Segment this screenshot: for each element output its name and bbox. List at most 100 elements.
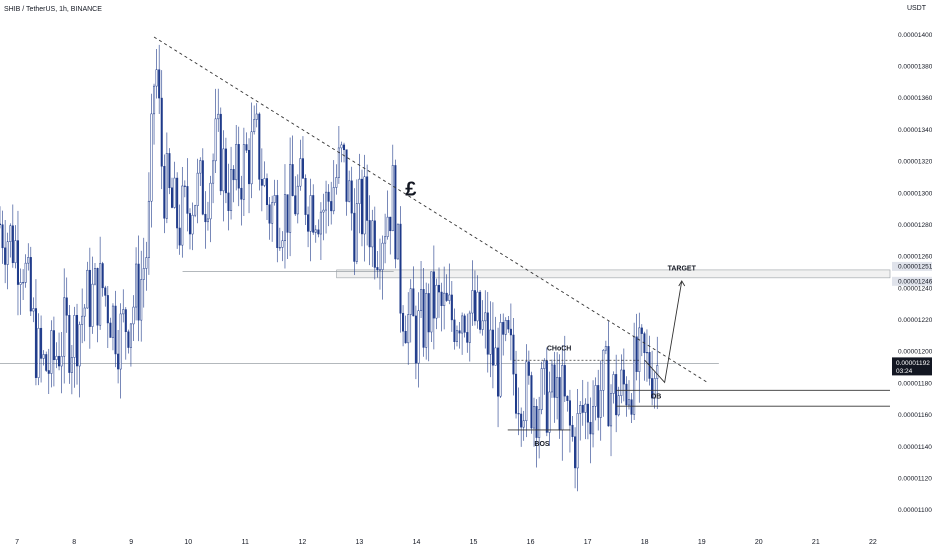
- candle-body: [142, 268, 145, 280]
- candle-body: [296, 185, 299, 215]
- y-tick-label: 0.00001360: [898, 95, 932, 102]
- annotation-ob: OB: [651, 393, 662, 400]
- candle-body: [322, 209, 325, 213]
- candle-body: [219, 113, 222, 192]
- candle-body: [165, 153, 168, 219]
- target-lower-box: 0.00001246: [892, 276, 932, 286]
- candle-body: [204, 213, 207, 223]
- candle-body: [355, 203, 358, 262]
- candle-body: [45, 354, 48, 371]
- candle-body: [6, 241, 9, 265]
- candle-body: [42, 354, 45, 359]
- candle-body: [32, 308, 35, 312]
- candle-body: [440, 291, 443, 306]
- candle-body: [301, 158, 304, 179]
- candle-body: [507, 320, 510, 330]
- candle-body: [214, 118, 217, 162]
- candle-body: [291, 164, 294, 196]
- candle-body: [294, 195, 297, 215]
- candle-body: [55, 355, 58, 361]
- candle-body: [307, 214, 310, 232]
- candle-body: [106, 295, 109, 324]
- candle-body: [209, 182, 212, 220]
- candle-body: [255, 113, 258, 120]
- candle-body: [342, 144, 346, 150]
- candle-body: [11, 225, 14, 264]
- candle-body: [88, 269, 91, 327]
- candle-body: [91, 283, 94, 327]
- candle-body: [65, 297, 68, 316]
- candle-body: [58, 355, 61, 367]
- candle-body: [509, 328, 512, 336]
- candle-body: [47, 370, 50, 374]
- candle-body: [286, 194, 289, 233]
- candle-body: [86, 269, 89, 309]
- candle-body: [378, 269, 381, 271]
- candle-body: [268, 204, 271, 224]
- candle-body: [137, 263, 140, 321]
- candle-body: [68, 315, 71, 373]
- candle-body: [427, 293, 430, 333]
- candle-body: [550, 364, 553, 393]
- y-tick-label: 0.00001340: [898, 127, 932, 134]
- candle-body: [448, 294, 451, 301]
- candle-body: [640, 327, 643, 334]
- candle-body: [576, 413, 579, 469]
- candle-body: [651, 378, 654, 399]
- candle-body: [99, 263, 102, 326]
- candle-body: [486, 312, 489, 355]
- x-tick-label: 14: [413, 539, 421, 546]
- x-tick-label: 11: [242, 539, 249, 546]
- y-tick-label: 0.00001280: [898, 222, 932, 229]
- y-tick-label: 0.00001180: [898, 380, 932, 387]
- candle-body: [283, 194, 286, 241]
- candle-body: [481, 320, 484, 330]
- candle-body: [153, 85, 156, 115]
- candle-body: [22, 282, 25, 284]
- target-lower-value: 0.00001246: [898, 278, 932, 285]
- candle-body: [117, 353, 120, 370]
- y-tick-label: 0.00001220: [898, 317, 932, 324]
- candle-body: [196, 172, 199, 206]
- y-tick-label: 0.00001380: [898, 64, 932, 71]
- candle-body: [489, 329, 492, 355]
- x-tick-label: 17: [584, 539, 592, 546]
- candle-body: [163, 165, 166, 219]
- candle-body: [381, 242, 384, 270]
- candle-body: [622, 369, 625, 385]
- candle-body: [119, 313, 122, 370]
- candle-body: [176, 177, 179, 229]
- candle-body: [579, 405, 582, 414]
- trendline: [153, 36, 708, 383]
- candle-body: [104, 287, 107, 296]
- candle-body: [535, 406, 538, 438]
- candle-body: [592, 406, 595, 435]
- candle-body: [515, 373, 518, 414]
- candle-body: [170, 187, 174, 208]
- projection-path: [644, 280, 683, 384]
- candle-body: [1, 224, 4, 249]
- candle-body: [589, 421, 592, 435]
- candle-body: [653, 378, 656, 399]
- candle-body: [60, 355, 63, 367]
- candle-body: [430, 271, 433, 333]
- candle-body: [16, 240, 19, 285]
- candle-body: [325, 191, 328, 211]
- candle-body: [273, 195, 276, 203]
- candle-body: [63, 297, 66, 357]
- candle-body: [404, 330, 407, 344]
- candle-body: [168, 153, 171, 189]
- candle-body: [109, 322, 112, 338]
- candle-body: [40, 327, 43, 359]
- candle-body: [93, 268, 97, 285]
- candle-body: [512, 334, 515, 375]
- candle-body: [222, 148, 225, 192]
- current-price-countdown: 03:24: [896, 368, 913, 375]
- candle-body: [420, 289, 423, 311]
- candle-body: [604, 346, 607, 351]
- candle-body: [111, 305, 114, 338]
- candle-body: [520, 413, 523, 428]
- candle-body: [245, 144, 248, 151]
